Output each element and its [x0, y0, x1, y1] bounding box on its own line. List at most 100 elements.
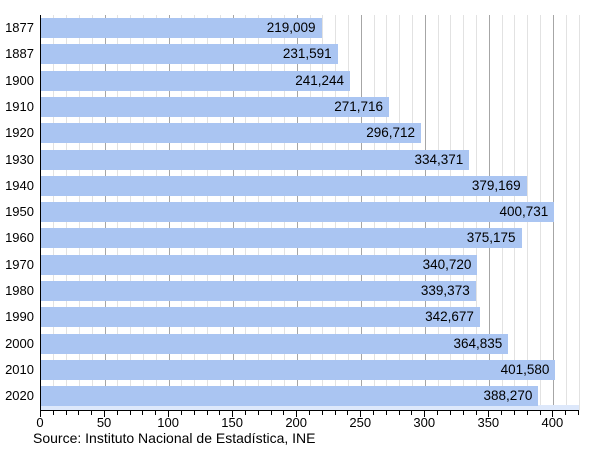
- x-axis-major-tick: [296, 411, 298, 417]
- x-axis-minor-tick: [193, 411, 195, 415]
- plot-area: 219,009 231,591 241,244 271,716 296,712 334,3…: [40, 15, 580, 411]
- bar-1950: 400,731: [41, 202, 555, 223]
- bar-value-label: 400,731: [499, 204, 549, 220]
- x-axis-tick-label-200: 200: [285, 415, 308, 430]
- bar-1980: 339,373: [41, 281, 476, 301]
- y-axis-label-1990: 1990: [5, 309, 34, 325]
- x-axis-minor-tick: [565, 411, 567, 415]
- minor-gridline: [565, 15, 567, 410]
- x-axis-minor-tick: [385, 411, 387, 415]
- source-note: Source: Instituto Nacional de Estadístic…: [33, 430, 316, 446]
- x-axis-tick-label-300: 300: [413, 415, 436, 430]
- bar-2010: 401,580: [41, 359, 556, 380]
- y-axis-label-1980: 1980: [5, 283, 34, 298]
- bar-value-label: 342,677: [425, 309, 474, 325]
- x-axis-minor-tick: [270, 411, 272, 415]
- bar-1990: 342,677: [41, 307, 480, 328]
- x-axis-major-tick: [232, 411, 234, 417]
- x-axis-minor-tick: [373, 411, 375, 415]
- y-axis-label-1877: 1877: [5, 20, 34, 35]
- bar-value-label: 271,716: [334, 98, 384, 114]
- bar-1910: 271,716: [41, 96, 390, 117]
- x-axis-minor-tick: [155, 411, 157, 415]
- bar-value-label: 375,175: [466, 230, 516, 246]
- bar-value-label: 388,270: [483, 388, 533, 404]
- bar-1970: 340,720: [41, 254, 478, 275]
- x-axis-minor-tick: [334, 411, 336, 415]
- x-axis-minor-tick: [398, 411, 400, 415]
- bar-value-label: 379,169: [471, 177, 521, 193]
- bar-value-label: 364,835: [453, 335, 503, 351]
- x-axis-minor-tick: [116, 411, 118, 415]
- x-axis-minor-tick: [578, 411, 579, 415]
- x-axis-tick-label-100: 100: [157, 415, 179, 430]
- bar-value-label: 340,720: [422, 256, 472, 272]
- x-axis-minor-tick: [475, 411, 477, 415]
- bar-1900: 241,244: [41, 70, 351, 91]
- x-axis-minor-tick: [526, 411, 528, 415]
- y-axis-label-2010: 2010: [5, 361, 34, 377]
- x-axis-tick-label-0: 0: [36, 415, 44, 430]
- x-axis-minor-tick: [462, 411, 464, 415]
- x-axis-tick-label-350: 350: [477, 415, 500, 430]
- x-axis-minor-tick: [244, 411, 246, 415]
- bar-1960: 375,175: [41, 228, 522, 249]
- bar-1940: 379,169: [41, 175, 527, 196]
- bar-2000: 364,835: [41, 333, 509, 354]
- x-axis-major-tick: [104, 411, 106, 417]
- x-axis-minor-tick: [347, 411, 349, 415]
- baseline-strip: [41, 405, 579, 410]
- y-axis-label-2000: 2000: [5, 335, 34, 351]
- y-axis-label-2020: 2020: [5, 388, 34, 404]
- y-axis-label-1900: 1900: [5, 72, 34, 88]
- x-axis-minor-tick: [142, 411, 144, 415]
- bar-1920: 296,712: [41, 123, 422, 144]
- x-axis-major-tick: [168, 411, 170, 417]
- x-axis-minor-tick: [180, 411, 182, 415]
- x-axis-major-tick: [40, 411, 41, 417]
- bar-1930: 334,371: [41, 149, 470, 170]
- minor-gridline: [578, 15, 580, 410]
- x-axis-minor-tick: [129, 411, 131, 415]
- x-axis-minor-tick: [513, 411, 515, 415]
- x-axis-tick-label-50: 50: [96, 415, 112, 430]
- bar-2020: 388,270: [41, 386, 539, 407]
- bar-value-label: 339,373: [420, 283, 470, 298]
- x-axis-minor-tick: [52, 411, 54, 415]
- y-axis-label-1940: 1940: [5, 177, 34, 193]
- x-axis-minor-tick: [321, 411, 323, 415]
- x-axis-major-tick: [360, 411, 362, 417]
- bar-value-label: 231,591: [282, 46, 332, 62]
- x-axis-major-tick: [488, 411, 490, 417]
- x-axis-major-tick: [552, 411, 554, 417]
- x-axis-minor-tick: [437, 411, 439, 415]
- bar-value-label: 401,580: [500, 361, 550, 377]
- x-axis-minor-tick: [283, 411, 285, 415]
- y-axis-label-1960: 1960: [5, 230, 34, 246]
- x-axis-tick-label-400: 400: [541, 415, 564, 430]
- x-axis-minor-tick: [309, 411, 310, 415]
- x-axis-minor-tick: [411, 411, 413, 415]
- bar-value-label: 241,244: [295, 72, 345, 88]
- bar-1887: 231,591: [41, 44, 338, 65]
- x-axis-minor-tick: [91, 411, 93, 415]
- y-axis-label-1930: 1930: [5, 151, 34, 167]
- bar-value-label: 334,371: [414, 151, 464, 167]
- x-axis-minor-tick: [219, 411, 221, 415]
- bar-1877: 219,009: [41, 18, 322, 38]
- y-axis-label-1970: 1970: [5, 256, 34, 272]
- bar-value-label: 219,009: [266, 20, 316, 35]
- x-axis-tick-label-150: 150: [221, 415, 243, 430]
- y-axis-label-1887: 1887: [5, 46, 34, 62]
- x-axis-major-tick: [424, 411, 426, 417]
- x-axis-minor-tick: [65, 411, 67, 415]
- x-axis-minor-tick: [449, 411, 451, 415]
- x-axis-minor-tick: [206, 411, 208, 415]
- x-axis-minor-tick: [501, 411, 503, 415]
- y-axis-label-1920: 1920: [5, 125, 34, 141]
- bar-value-label: 296,712: [366, 125, 416, 141]
- x-axis-minor-tick: [257, 411, 259, 415]
- y-axis-label-1950: 1950: [5, 204, 34, 220]
- x-axis-tick-label-250: 250: [349, 415, 372, 430]
